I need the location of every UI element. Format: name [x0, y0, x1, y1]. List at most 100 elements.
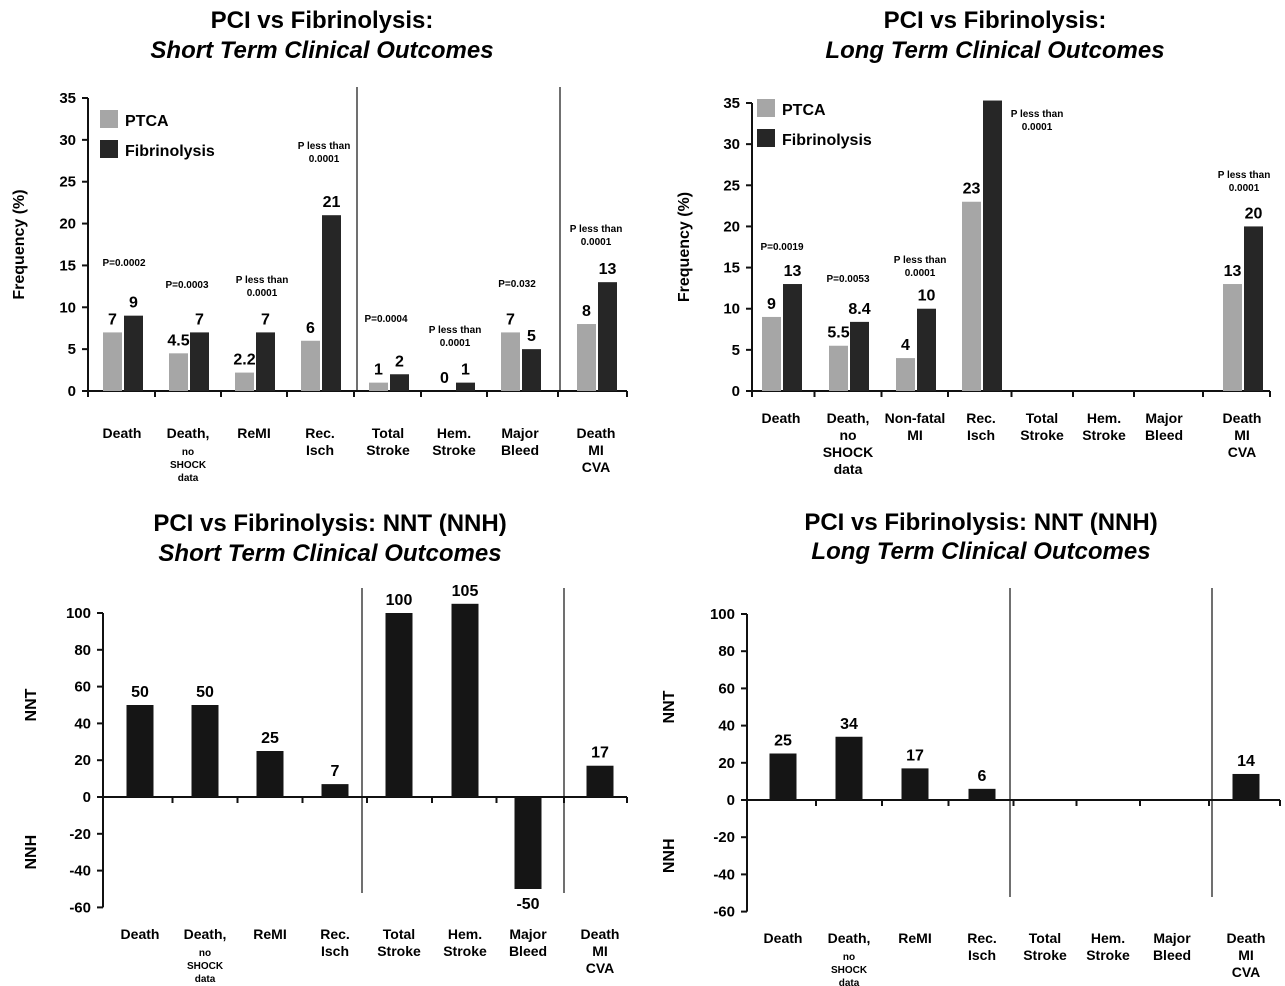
- chart-panel-2: PCI vs Fibrinolysis: NNT (NNH) Short Term…: [23, 510, 628, 985]
- bar-fibrinolysis: [124, 315, 143, 391]
- y-tick-label: -40: [713, 866, 735, 883]
- chart-subtitle: Short Term Clinical Outcomes: [150, 37, 493, 64]
- x-category-label: MI: [1234, 427, 1250, 443]
- x-category-label: Isch: [968, 947, 996, 963]
- p-value-annotation: P=0.0003: [165, 280, 209, 291]
- bar-ptca: [896, 358, 915, 391]
- x-category-label: Total: [1026, 410, 1058, 426]
- chart-panel-1: PCI vs Fibrinolysis: Long Term Clinical O…: [676, 7, 1271, 477]
- bar-fibrinolysis: [190, 332, 209, 391]
- chart-title: PCI vs Fibrinolysis: NNT (NNH): [804, 509, 1157, 536]
- x-category-label: ReMI: [253, 926, 286, 942]
- bar-value-label: 1: [374, 362, 383, 379]
- bar-ptca: [829, 345, 848, 391]
- x-category-label: Stroke: [377, 943, 421, 959]
- x-category-label: Non-fatal: [885, 410, 946, 426]
- bar-value-label: 17: [591, 745, 609, 762]
- x-category-label: Death: [1227, 930, 1266, 946]
- x-category-label: Rec.: [320, 926, 350, 942]
- bar-value-label: 4: [901, 337, 910, 354]
- y-axis-label-nnt: NNT: [23, 688, 40, 721]
- x-category-label: Stroke: [1086, 947, 1130, 963]
- legend-swatch-ptca: [757, 99, 775, 117]
- y-tick-label: 20: [723, 218, 740, 235]
- p-value-annotation: 0.0001: [440, 338, 471, 349]
- bar-ptca: [762, 316, 781, 391]
- x-category-label: Major: [1153, 930, 1191, 946]
- bar-fibrinolysis: [390, 374, 409, 391]
- x-category-label: MI: [1238, 947, 1254, 963]
- bar-value-label: 0: [440, 370, 449, 387]
- x-category-label: Death: [581, 926, 620, 942]
- x-category-label: Total: [372, 425, 404, 441]
- legend-label: Fibrinolysis: [125, 143, 215, 160]
- bar-ptca: [369, 382, 388, 391]
- x-category-label: Bleed: [1153, 947, 1191, 963]
- x-category-label: Death: [764, 930, 803, 946]
- x-category-label: Bleed: [509, 943, 547, 959]
- x-category-label: Major: [509, 926, 547, 942]
- y-axis-label-nnh: NNH: [23, 835, 40, 870]
- bar-value-label: 20: [1245, 205, 1263, 222]
- chart-subtitle: Short Term Clinical Outcomes: [158, 540, 501, 567]
- bar-value-label: 10: [918, 288, 936, 305]
- bar-fibrinolysis: [322, 215, 341, 391]
- y-tick-label: -40: [69, 863, 91, 880]
- p-value-annotation: 0.0001: [905, 268, 936, 279]
- bar-ptca: [962, 201, 981, 391]
- bar-value-label: 50: [131, 684, 149, 701]
- chart-title: PCI vs Fibrinolysis: NNT (NNH): [153, 510, 506, 537]
- bar-ptca: [577, 324, 596, 391]
- bar-value-label: 7: [108, 311, 117, 328]
- bar-value-label: 23: [963, 181, 981, 198]
- legend-label: Fibrinolysis: [782, 132, 872, 149]
- x-category-label: no: [843, 952, 855, 963]
- y-tick-label: 35: [59, 90, 76, 107]
- x-category-label: CVA: [582, 459, 611, 475]
- y-tick-label: -60: [713, 904, 735, 921]
- nnt-bar: [835, 736, 863, 800]
- nnt-bar: [385, 613, 413, 797]
- x-category-label: data: [178, 473, 199, 484]
- nnt-bar: [321, 784, 349, 797]
- y-tick-label: 0: [68, 383, 76, 400]
- bar-value-label: 14: [1237, 753, 1255, 770]
- y-tick-label: 15: [723, 260, 740, 277]
- bar-value-label: 25: [774, 733, 792, 750]
- y-tick-label: 5: [68, 341, 76, 358]
- x-category-label: ReMI: [237, 425, 270, 441]
- bar-value-label: 13: [599, 261, 617, 278]
- nnt-bar: [901, 768, 929, 800]
- y-tick-label: 80: [74, 642, 91, 659]
- y-tick-label: 0: [83, 789, 91, 806]
- bar-value-label: 13: [1224, 263, 1242, 280]
- y-tick-label: 0: [727, 792, 735, 809]
- bar-fibrinolysis: [1244, 226, 1263, 391]
- bar-value-label: 5.5: [827, 325, 849, 342]
- y-tick-label: 15: [59, 257, 76, 274]
- x-category-label: Stroke: [432, 442, 476, 458]
- x-category-label: Death: [762, 410, 801, 426]
- y-tick-label: 30: [723, 136, 740, 153]
- x-category-label: no: [199, 948, 211, 959]
- nnt-bar: [1232, 773, 1260, 800]
- legend-label: PTCA: [125, 113, 169, 130]
- x-category-label: CVA: [1228, 444, 1257, 460]
- y-axis-label-nnh: NNH: [661, 838, 678, 873]
- x-category-label: Bleed: [1145, 427, 1183, 443]
- y-tick-label: -20: [713, 829, 735, 846]
- bar-fibrinolysis: [783, 284, 802, 391]
- bar-value-label: 6: [978, 768, 987, 785]
- bar-ptca: [103, 332, 122, 391]
- x-category-label: no: [182, 447, 194, 458]
- y-tick-label: 20: [74, 752, 91, 769]
- y-tick-label: 40: [718, 718, 735, 735]
- x-category-label: Stroke: [366, 442, 410, 458]
- y-tick-label: 25: [59, 174, 76, 191]
- p-value-annotation: P=0.032: [498, 279, 536, 290]
- x-category-label: Isch: [321, 943, 349, 959]
- x-category-label: CVA: [1232, 964, 1261, 980]
- p-value-annotation: 0.0001: [309, 154, 340, 165]
- bar-value-label: 25: [261, 730, 279, 747]
- bar-fibrinolysis: [522, 349, 541, 391]
